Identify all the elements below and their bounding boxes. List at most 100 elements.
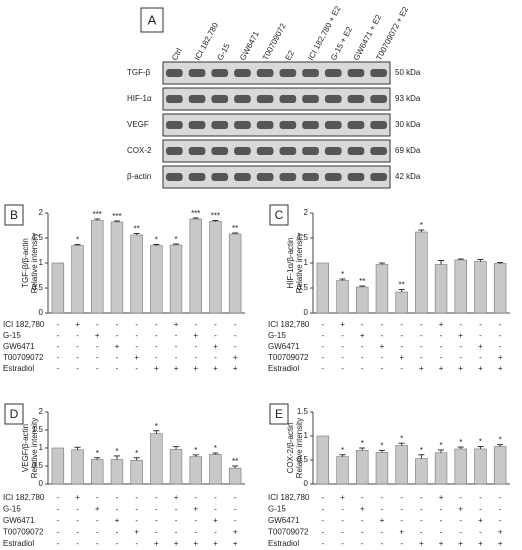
bar bbox=[356, 286, 369, 314]
panel-label: B bbox=[10, 208, 18, 222]
treatment-sign: - bbox=[175, 342, 178, 351]
treatment-sign: - bbox=[381, 320, 384, 329]
treatment-sign: - bbox=[214, 493, 217, 502]
treatment-sign: - bbox=[420, 320, 423, 329]
bar bbox=[189, 456, 202, 485]
significance: * bbox=[420, 446, 423, 455]
treatment-sign: - bbox=[135, 505, 138, 514]
significance: *** bbox=[112, 212, 121, 221]
band bbox=[324, 121, 342, 129]
treatment-sign: - bbox=[400, 331, 403, 340]
treatment-sign: + bbox=[154, 539, 159, 548]
treatment-sign: - bbox=[76, 505, 79, 514]
bar bbox=[375, 264, 389, 314]
treatment-name: Estradiol bbox=[268, 364, 299, 373]
treatment-sign: - bbox=[420, 516, 423, 525]
treatment-name: G-15 bbox=[268, 505, 286, 514]
y-tick-label: 1 bbox=[39, 443, 44, 452]
bar bbox=[71, 449, 84, 485]
treatment-sign: - bbox=[96, 493, 99, 502]
treatment-sign: + bbox=[458, 364, 463, 373]
protein-size: 69 kDa bbox=[395, 146, 421, 155]
treatment-sign: - bbox=[440, 516, 443, 525]
treatment-sign: - bbox=[440, 331, 443, 340]
bar bbox=[395, 445, 408, 485]
band bbox=[279, 147, 297, 155]
treatment-sign: + bbox=[439, 539, 444, 548]
treatment-sign: + bbox=[478, 539, 483, 548]
treatment-sign: - bbox=[76, 528, 79, 537]
treatment-sign: + bbox=[233, 539, 238, 548]
significance: * bbox=[499, 436, 502, 445]
treatment-sign: - bbox=[155, 493, 158, 502]
treatment-sign: - bbox=[381, 364, 384, 373]
band bbox=[166, 147, 183, 155]
band bbox=[188, 69, 206, 77]
treatment-sign: - bbox=[175, 331, 178, 340]
treatment-sign: - bbox=[214, 353, 217, 362]
significance: * bbox=[420, 221, 423, 230]
bar bbox=[110, 221, 124, 314]
y-axis-label: Relative intensity bbox=[30, 233, 39, 293]
band bbox=[302, 95, 319, 103]
treatment-sign: - bbox=[341, 539, 344, 548]
band bbox=[347, 147, 365, 155]
bar bbox=[415, 231, 428, 314]
band bbox=[234, 147, 251, 155]
band bbox=[370, 147, 387, 155]
protein-name: TGF-β bbox=[127, 68, 151, 77]
band bbox=[166, 95, 183, 103]
treatment-sign: - bbox=[234, 320, 237, 329]
lane-label: Ctrl bbox=[170, 47, 184, 62]
significance: ** bbox=[134, 225, 140, 234]
significance: * bbox=[155, 236, 158, 245]
treatment-sign: + bbox=[399, 528, 404, 537]
treatment-name: GW6471 bbox=[268, 342, 300, 351]
y-axis-label: Relative intensity bbox=[295, 233, 304, 293]
band bbox=[211, 121, 229, 129]
blot-strip bbox=[162, 139, 391, 163]
treatment-sign: - bbox=[96, 320, 99, 329]
treatment-sign: - bbox=[361, 364, 364, 373]
panel-label: A bbox=[148, 12, 157, 27]
significance: * bbox=[361, 439, 364, 448]
treatment-sign: - bbox=[76, 342, 79, 351]
y-axis-label: HIF-1α/β-actin bbox=[286, 237, 295, 288]
bar bbox=[434, 264, 448, 314]
treatment-sign: + bbox=[193, 364, 198, 373]
treatment-sign: - bbox=[135, 516, 138, 525]
band bbox=[166, 173, 183, 181]
band bbox=[188, 95, 206, 103]
treatment-sign: - bbox=[175, 505, 178, 514]
treatment-sign: - bbox=[361, 516, 364, 525]
y-tick-label: 1.5 bbox=[32, 233, 44, 242]
band bbox=[166, 69, 183, 77]
blot-strip bbox=[162, 87, 391, 111]
treatment-sign: - bbox=[76, 331, 79, 340]
treatment-sign: + bbox=[233, 353, 238, 362]
treatment-name: T00709072 bbox=[3, 353, 44, 362]
treatment-sign: - bbox=[400, 516, 403, 525]
treatment-sign: + bbox=[213, 342, 218, 351]
treatment-sign: - bbox=[96, 364, 99, 373]
treatment-name: Estradiol bbox=[268, 539, 299, 548]
treatment-sign: - bbox=[57, 342, 60, 351]
protein-size: 93 kDa bbox=[395, 94, 421, 103]
band bbox=[279, 173, 297, 181]
treatment-sign: + bbox=[419, 364, 424, 373]
treatment-sign: + bbox=[380, 516, 385, 525]
band bbox=[370, 173, 387, 181]
treatment-sign: - bbox=[135, 364, 138, 373]
treatment-sign: - bbox=[116, 353, 119, 362]
treatment-sign: - bbox=[57, 539, 60, 548]
treatment-name: T00709072 bbox=[268, 528, 309, 537]
y-tick-label: 0.5 bbox=[32, 461, 44, 470]
y-tick-label: 0 bbox=[39, 479, 44, 488]
treatment-sign: - bbox=[57, 353, 60, 362]
treatment-sign: + bbox=[95, 505, 100, 514]
blot-strip bbox=[162, 165, 391, 189]
treatment-sign: - bbox=[479, 528, 482, 537]
treatment-sign: - bbox=[440, 353, 443, 362]
bar bbox=[130, 234, 143, 314]
treatment-sign: - bbox=[499, 493, 502, 502]
